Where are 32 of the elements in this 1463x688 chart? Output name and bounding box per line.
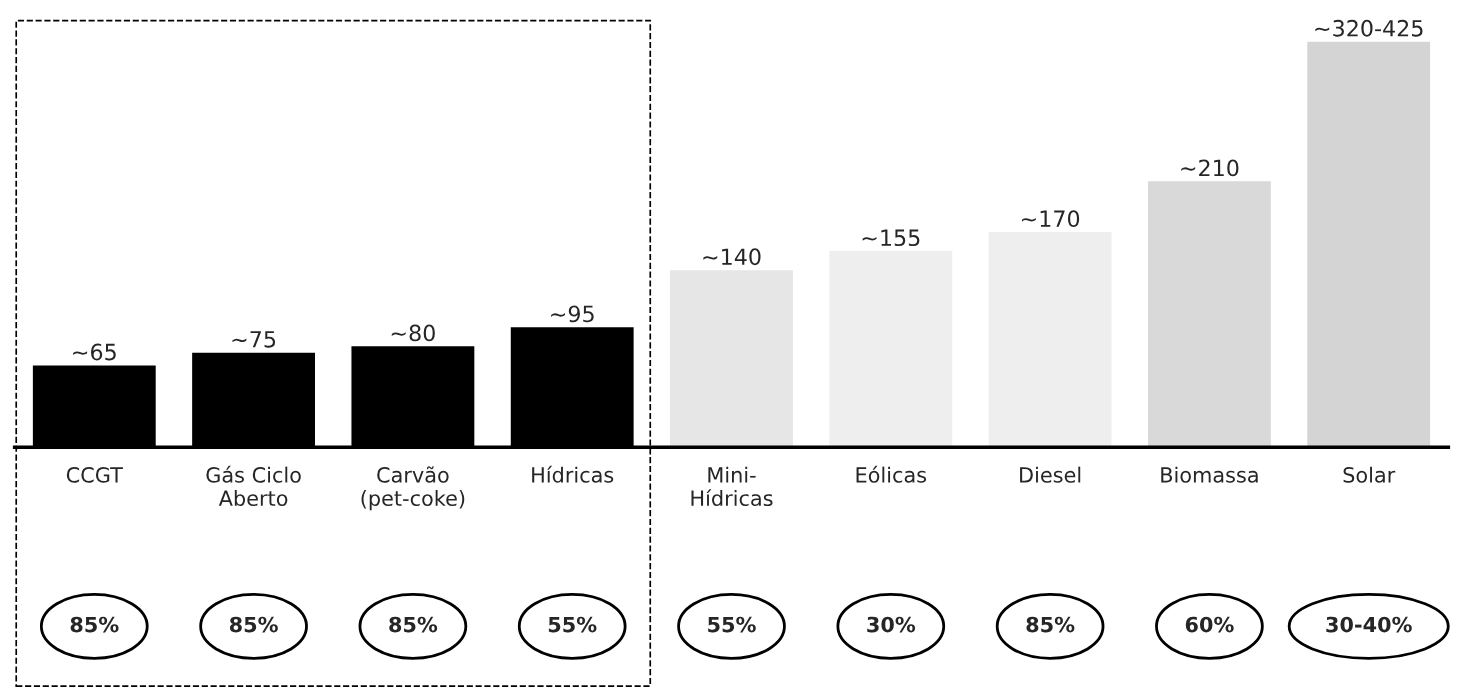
text: 30% <box>867 616 916 633</box>
x-tick-label: Eólicas <box>856 465 927 483</box>
x-tick-label: Gás Ciclo Aberto <box>206 465 301 507</box>
data-label: ~210 <box>1181 159 1239 177</box>
text: 85% <box>229 616 278 633</box>
data-label: ~65 <box>73 343 116 361</box>
data-label: ~95 <box>551 305 594 323</box>
x-tick-label: Hídricas <box>532 465 614 483</box>
data-label: ~155 <box>862 229 920 247</box>
text: 85% <box>389 616 438 633</box>
data-label: ~140 <box>703 248 761 266</box>
x-tick-label: CCGT <box>66 467 123 483</box>
data-label: ~80 <box>391 324 435 342</box>
text: 60% <box>1185 616 1234 633</box>
bar <box>987 230 1113 448</box>
x-tick-label: Diesel <box>1020 466 1081 483</box>
bar <box>827 249 954 448</box>
text: 55% <box>708 616 756 633</box>
x-tick-label: Solar <box>1343 466 1396 483</box>
text: 30-40% <box>1326 616 1412 633</box>
data-label: ~320-425 <box>1315 19 1423 37</box>
text: 55% <box>548 616 597 633</box>
x-tick-label: Biomassa <box>1161 466 1258 483</box>
bar <box>1305 40 1432 448</box>
text: 85% <box>70 616 119 633</box>
x-tick-label: Carvão (pet-coke) <box>361 466 465 511</box>
text: 85% <box>1026 616 1075 633</box>
x-tick-label: Mini- Hídricas <box>691 466 773 507</box>
data-label: ~75 <box>232 331 276 348</box>
bar <box>668 268 795 448</box>
data-label: ~170 <box>1021 210 1080 228</box>
bar <box>1146 179 1273 448</box>
